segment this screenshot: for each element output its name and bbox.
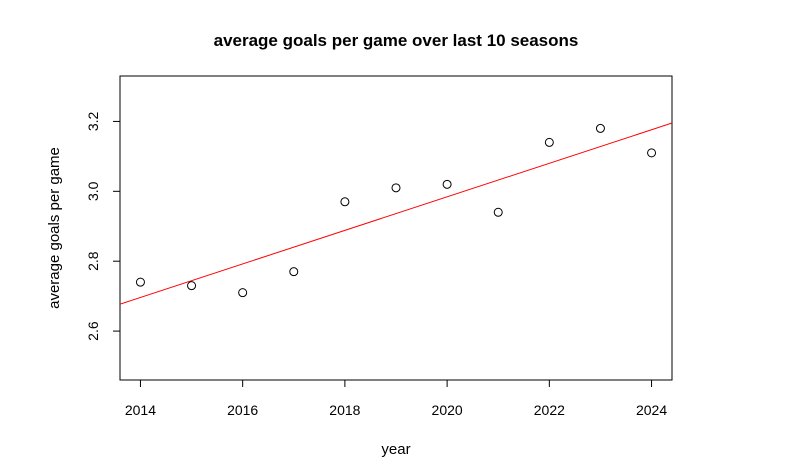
x-tick-label: 2022 — [534, 402, 565, 418]
data-point — [544, 137, 554, 147]
data-points — [135, 123, 657, 298]
x-tick-label: 2016 — [227, 402, 258, 418]
data-point — [442, 179, 452, 189]
data-point — [391, 183, 401, 193]
data-point — [595, 123, 605, 133]
data-point — [187, 281, 197, 291]
y-tick-label: 2.6 — [85, 321, 101, 341]
y-tick-label: 2.8 — [85, 251, 101, 271]
trend-line-group — [119, 122, 673, 305]
data-point — [647, 148, 657, 158]
y-tick-label: 3.2 — [85, 111, 101, 131]
x-tick-label: 2014 — [125, 402, 156, 418]
trend-line — [119, 122, 673, 305]
x-tick-label: 2020 — [432, 402, 463, 418]
y-axis-label: average goals per game — [46, 147, 63, 309]
data-point — [493, 207, 503, 217]
plot-frame — [119, 75, 673, 381]
x-axis-label: year — [381, 441, 410, 458]
data-point — [238, 288, 248, 298]
x-tick-label: 2018 — [329, 402, 360, 418]
x-tick-label: 2024 — [636, 402, 667, 418]
y-tick-label: 3.0 — [85, 181, 101, 201]
x-axis: 2014 2016 2018 2020 2022 2024 — [125, 380, 667, 418]
data-point — [289, 267, 299, 277]
data-point — [340, 197, 350, 207]
chart-title: average goals per game over last 10 seas… — [214, 31, 579, 50]
data-point — [135, 277, 145, 287]
y-axis: 2.6 2.8 3.0 3.2 — [85, 111, 120, 341]
